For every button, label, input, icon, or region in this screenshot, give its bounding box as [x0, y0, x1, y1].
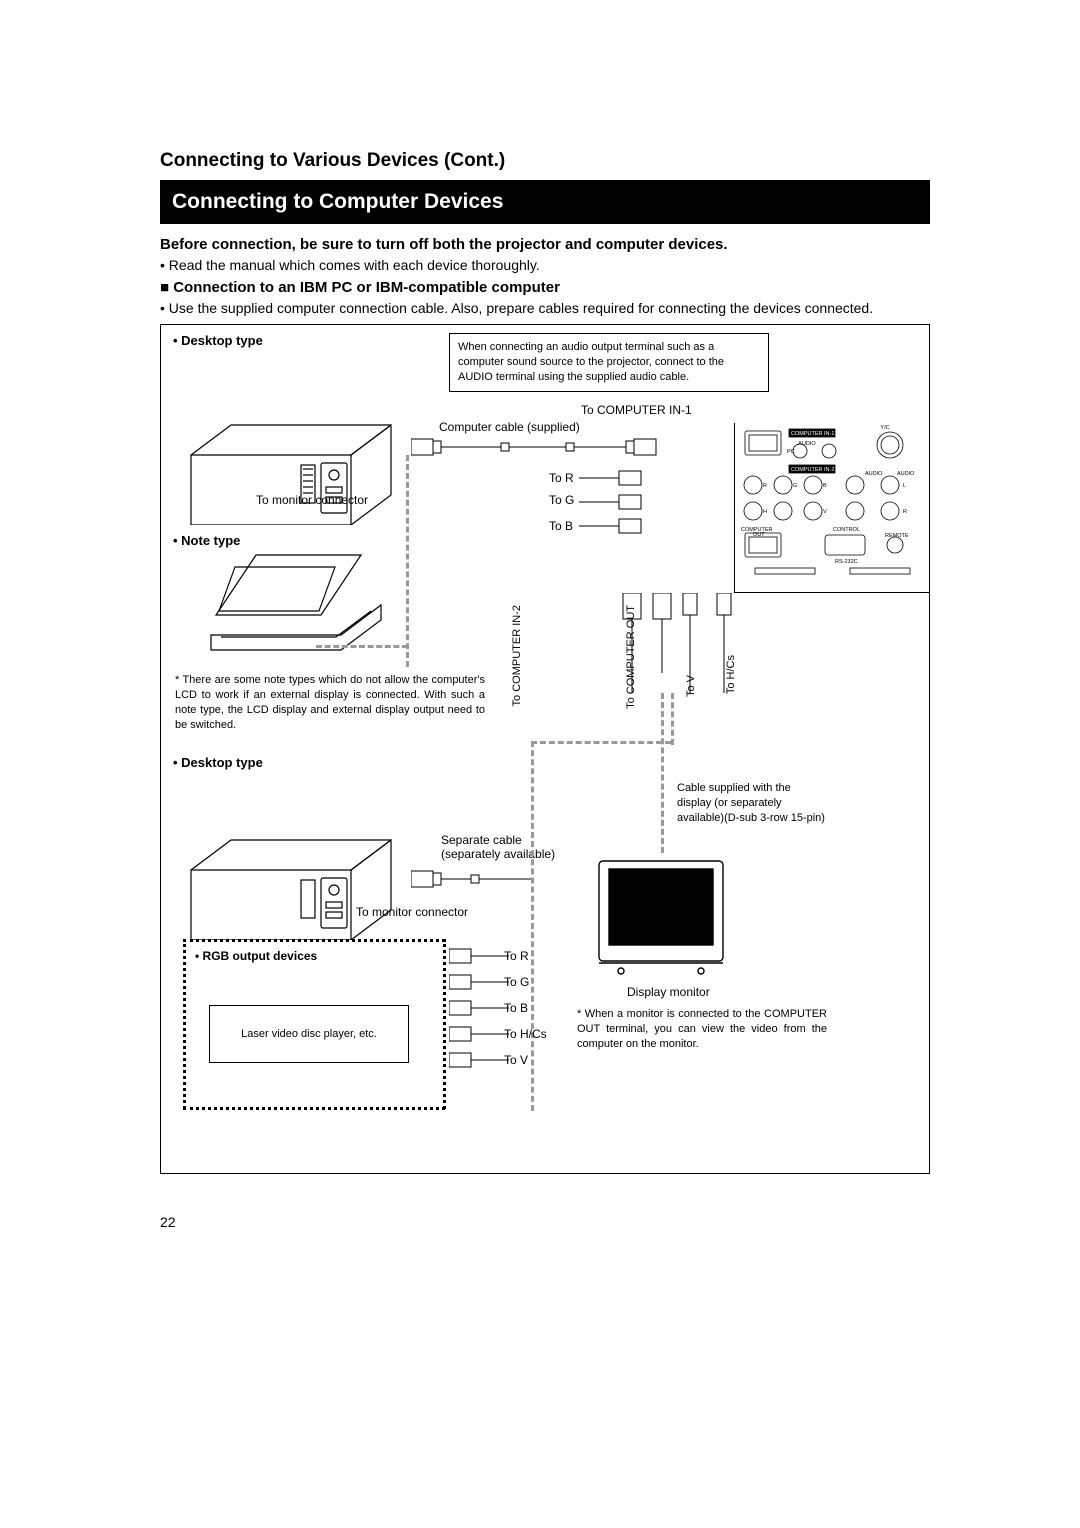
laser-box: Laser video disc player, etc. — [209, 1005, 409, 1063]
computer-cable-label: Computer cable (supplied) — [439, 420, 580, 434]
to-r-1: To R — [549, 471, 574, 485]
to-b-1: To B — [549, 519, 573, 533]
port-panel: COMPUTER IN-1 Y/C AUDIO PC COMPUTER IN-2… — [734, 423, 929, 593]
svg-text:V: V — [823, 509, 827, 515]
sub-bullet: • Use the supplied computer connection c… — [160, 300, 930, 316]
dash-v-3 — [671, 693, 674, 745]
monitor-icon — [591, 853, 731, 983]
svg-text:AUDIO: AUDIO — [897, 471, 915, 477]
note-lcd: * There are some note types which do not… — [175, 673, 485, 732]
to-g-1: To G — [549, 493, 574, 507]
separate-cable-label: Separate cable (separately available) — [441, 833, 555, 861]
rgb-plug-icon — [579, 467, 649, 545]
cable-connector-icon — [411, 433, 661, 463]
page-title: Connecting to Computer Devices — [160, 186, 515, 218]
dot-bot — [183, 1107, 445, 1110]
cable-supplied-text: Cable supplied with the display (or sepa… — [677, 781, 827, 826]
monitor-note: * When a monitor is connected to the COM… — [577, 1007, 827, 1052]
to-in2-vlabel: To COMPUTER IN-2 — [511, 605, 523, 706]
rgb-devices-label: • RGB output devices — [195, 949, 317, 963]
dot-top — [183, 939, 445, 942]
dash-line-2 — [316, 645, 408, 648]
dash-h-2 — [531, 741, 671, 744]
svg-text:H: H — [763, 509, 767, 515]
laser-box-wrapper: Laser video disc player, etc. — [209, 995, 409, 1063]
svg-text:Y/C: Y/C — [880, 425, 889, 431]
svg-text:REMOTE: REMOTE — [885, 533, 909, 539]
diagram: • Desktop type When connecting an audio … — [160, 324, 930, 1174]
svg-text:AUDIO: AUDIO — [798, 441, 816, 447]
svg-text:L: L — [903, 483, 906, 489]
dash-line — [406, 455, 409, 667]
svg-text:COMPUTER IN-2: COMPUTER IN-2 — [791, 467, 834, 473]
desktop1-label: • Desktop type — [173, 333, 263, 348]
title-bar: Connecting to Computer Devices — [160, 180, 930, 224]
subsection-heading: ■ Connection to an IBM PC or IBM-compati… — [160, 279, 930, 296]
to-in1-label: To COMPUTER IN-1 — [581, 403, 692, 417]
svg-text:RS-232C: RS-232C — [835, 559, 858, 565]
svg-text:B: B — [823, 483, 827, 489]
dot-left — [183, 939, 186, 1109]
page-number: 22 — [160, 1214, 930, 1230]
svg-text:R: R — [763, 483, 767, 489]
laptop-icon — [181, 545, 401, 685]
display-monitor-label: Display monitor — [627, 985, 710, 999]
dash-v-2 — [531, 741, 534, 1111]
dot-right — [443, 939, 446, 1109]
svg-text:OUT: OUT — [753, 532, 765, 538]
intro-bold: Before connection, be sure to turn off b… — [160, 236, 930, 253]
svg-text:PC: PC — [787, 449, 795, 455]
svg-text:CONTROL: CONTROL — [833, 527, 860, 533]
hanging-connectors-icon — [621, 593, 751, 703]
desktop2-label: • Desktop type — [173, 755, 263, 770]
audio-note-box: When connecting an audio output terminal… — [449, 333, 769, 392]
intro-bullet: • Read the manual which comes with each … — [160, 257, 930, 273]
rgb-plug-stack-icon — [449, 945, 519, 1075]
cable-connector-icon-2 — [411, 865, 541, 895]
to-monitor-1: To monitor connector — [256, 493, 368, 507]
svg-text:AUDIO: AUDIO — [865, 471, 883, 477]
svg-text:G: G — [793, 483, 797, 489]
svg-text:R: R — [903, 509, 907, 515]
port-in1: COMPUTER IN-1 — [791, 431, 834, 437]
section-header: Connecting to Various Devices (Cont.) — [160, 150, 930, 172]
dash-mon-v — [661, 693, 664, 853]
to-monitor-2: To monitor connector — [356, 905, 468, 919]
